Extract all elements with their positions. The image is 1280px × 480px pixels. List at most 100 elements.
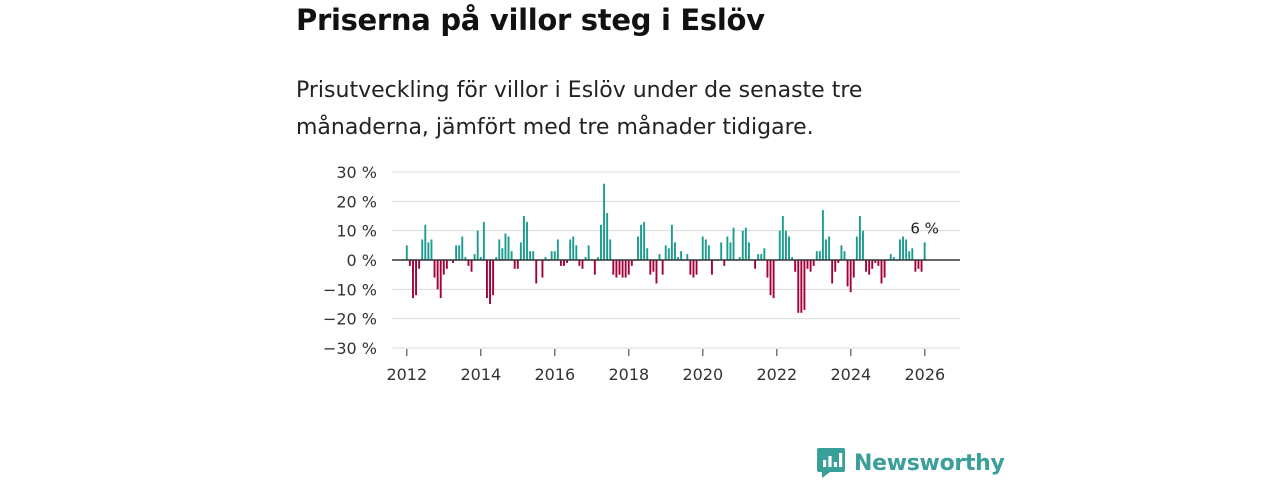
bar <box>612 260 615 275</box>
bar <box>482 221 485 260</box>
bar <box>587 245 590 260</box>
bar <box>559 260 562 266</box>
bar <box>627 260 630 275</box>
bar <box>917 260 920 269</box>
bar <box>424 224 427 260</box>
bar <box>596 257 599 260</box>
bar <box>433 260 436 278</box>
bar <box>720 242 723 260</box>
bar-series <box>405 183 926 313</box>
bar <box>769 260 772 296</box>
bar <box>603 183 606 260</box>
bar <box>461 236 464 260</box>
bar <box>646 248 649 260</box>
bar <box>529 251 532 260</box>
bar <box>621 260 624 278</box>
bar <box>664 245 667 260</box>
bar <box>507 236 510 260</box>
bar <box>911 248 914 260</box>
newsworthy-logo[interactable]: Newsworthy <box>816 446 1005 480</box>
x-tick-label: 2020 <box>682 365 723 384</box>
bar <box>812 260 815 266</box>
bar <box>615 260 618 278</box>
bar <box>726 236 729 260</box>
bar <box>566 260 569 263</box>
bar <box>781 216 784 260</box>
bar <box>519 242 522 260</box>
bar <box>880 260 883 284</box>
bar <box>652 260 655 272</box>
x-tick-label: 2022 <box>756 365 797 384</box>
bar <box>640 224 643 260</box>
bar <box>744 227 747 260</box>
bar <box>544 257 547 260</box>
bar <box>473 254 476 260</box>
x-tick-label: 2026 <box>904 365 945 384</box>
bar <box>754 260 757 269</box>
bar <box>408 260 411 266</box>
bar <box>674 242 676 260</box>
bar <box>412 260 414 299</box>
bar <box>892 257 895 260</box>
bar <box>455 245 458 260</box>
bar <box>837 260 840 263</box>
bar <box>661 260 664 275</box>
bar <box>772 260 775 299</box>
bar <box>871 260 874 269</box>
bar <box>766 260 769 278</box>
bar <box>692 260 695 278</box>
logo-text: Newsworthy <box>854 450 1005 476</box>
bar <box>704 239 707 260</box>
bar <box>865 260 868 272</box>
bar <box>738 257 741 260</box>
bar <box>526 221 528 260</box>
bar <box>680 251 683 260</box>
bar <box>868 260 871 275</box>
bar <box>874 260 877 263</box>
y-tick-label: −20 % <box>323 310 377 329</box>
bar <box>686 254 689 260</box>
bar <box>831 260 834 284</box>
chart-title: Priserna på villor steg i Eslöv <box>296 3 765 37</box>
bar <box>834 260 837 272</box>
bar <box>649 260 652 275</box>
bar <box>899 239 901 260</box>
bar <box>821 210 824 260</box>
bar <box>556 239 559 260</box>
bar <box>723 260 726 266</box>
bar <box>436 260 439 290</box>
bar <box>516 260 519 269</box>
bar <box>415 260 417 296</box>
bar <box>858 216 861 260</box>
bar <box>803 260 806 310</box>
bar <box>784 230 787 260</box>
bar <box>637 236 639 260</box>
bar <box>522 216 525 260</box>
bar <box>788 236 790 260</box>
bar <box>541 260 544 278</box>
bar <box>609 239 612 260</box>
bar <box>747 242 750 260</box>
bar <box>828 236 831 260</box>
bar <box>495 257 498 260</box>
bar <box>550 251 553 260</box>
bar <box>797 260 800 313</box>
y-tick-label: 10 % <box>336 222 377 241</box>
y-tick-label: −30 % <box>323 339 377 358</box>
bar <box>606 213 609 260</box>
bar <box>535 260 538 284</box>
bar <box>825 239 827 260</box>
bar <box>624 260 627 278</box>
bar <box>862 230 864 260</box>
bar <box>902 236 905 260</box>
bar <box>504 233 507 260</box>
bar <box>492 260 495 296</box>
newsworthy-logo-icon <box>817 448 845 478</box>
bar <box>575 245 578 260</box>
bar <box>677 257 679 260</box>
bar <box>643 221 646 260</box>
bar <box>809 260 812 272</box>
bar <box>501 248 504 260</box>
bar <box>914 260 917 272</box>
